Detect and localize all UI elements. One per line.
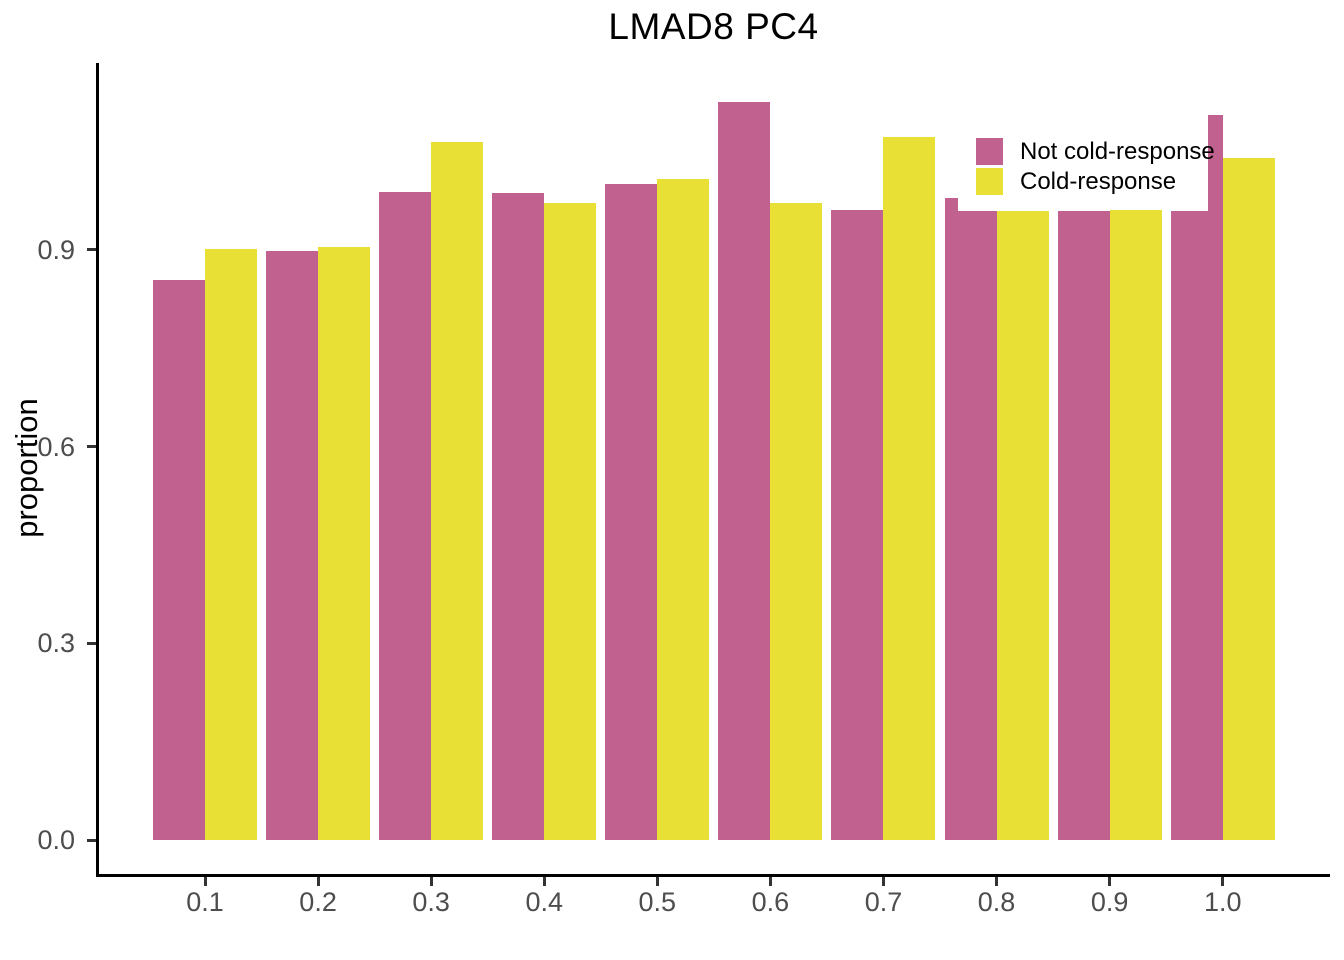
bar-extra-not-cold-response-0.8 — [944, 198, 958, 840]
bar-cold-response-0.3 — [431, 142, 484, 840]
y-tick-label: 0.3 — [37, 628, 75, 659]
y-axis-line — [95, 63, 99, 877]
x-tick — [203, 876, 207, 886]
x-tick — [1108, 876, 1112, 886]
x-tick-label: 0.7 — [864, 886, 903, 917]
y-tick — [86, 838, 96, 842]
legend-item-not-cold-response: Not cold-response — [976, 138, 1215, 165]
legend-swatch-not-cold-response — [976, 138, 1003, 165]
legend: Not cold-response Cold-response — [976, 138, 1215, 198]
x-tick-label: 0.3 — [412, 886, 450, 917]
legend-swatch-cold-response — [976, 168, 1003, 195]
x-tick — [542, 876, 546, 886]
bar-not-cold-response-0.1 — [153, 280, 205, 840]
x-tick-label: 0.1 — [186, 886, 224, 917]
bar-cold-response-1.0 — [1222, 158, 1275, 840]
x-tick-label: 0.9 — [1090, 886, 1129, 917]
bar-not-cold-response-0.9 — [1057, 210, 1110, 840]
bar-cold-response-0.7 — [883, 137, 936, 840]
y-tick — [86, 445, 96, 449]
bar-cold-response-0.2 — [318, 246, 371, 840]
x-tick-label: 0.8 — [977, 886, 1016, 917]
bar-not-cold-response-0.6 — [718, 101, 771, 840]
bar-cold-response-0.6 — [770, 202, 823, 840]
y-axis-label: proportion — [9, 398, 44, 538]
bar-cold-response-0.8 — [996, 210, 1049, 840]
x-tick — [655, 876, 659, 886]
y-tick-label: 0.0 — [37, 825, 75, 855]
x-tick-label: 1.0 — [1203, 886, 1242, 917]
bar-not-cold-response-0.7 — [831, 210, 884, 840]
y-tick — [86, 248, 96, 252]
x-tick — [995, 876, 999, 886]
y-tick — [86, 641, 96, 645]
bar-cold-response-0.9 — [1109, 210, 1162, 840]
bar-cold-response-0.5 — [657, 178, 710, 840]
bar-cold-response-0.1 — [205, 249, 257, 840]
y-tick-label: 0.6 — [37, 431, 75, 462]
x-tick-label: 0.2 — [299, 886, 337, 917]
x-tick — [429, 876, 433, 886]
bar-not-cold-response-0.2 — [266, 251, 319, 840]
bar-not-cold-response-0.4 — [492, 192, 545, 840]
legend-label-not-cold-response: Not cold-response — [1020, 137, 1215, 165]
x-tick — [768, 876, 772, 886]
x-tick — [1221, 876, 1225, 886]
bar-not-cold-response-0.5 — [605, 184, 658, 840]
x-tick-label: 0.6 — [751, 886, 790, 917]
legend-label-cold-response: Cold-response — [1020, 167, 1177, 195]
x-tick — [881, 876, 885, 886]
bar-extra-not-cold-response-1.0 — [1207, 114, 1223, 840]
bar-not-cold-response-0.3 — [379, 191, 432, 840]
x-axis-line — [95, 873, 1330, 877]
y-tick-label: 0.9 — [37, 234, 75, 265]
bar-cold-response-0.4 — [544, 202, 597, 840]
x-tick-label: 0.4 — [525, 886, 563, 917]
x-tick-label: 0.5 — [638, 886, 677, 917]
x-tick — [316, 876, 320, 886]
legend-item-cold-response: Cold-response — [976, 168, 1215, 195]
chart-title: LMAD8 PC4 — [608, 6, 819, 47]
